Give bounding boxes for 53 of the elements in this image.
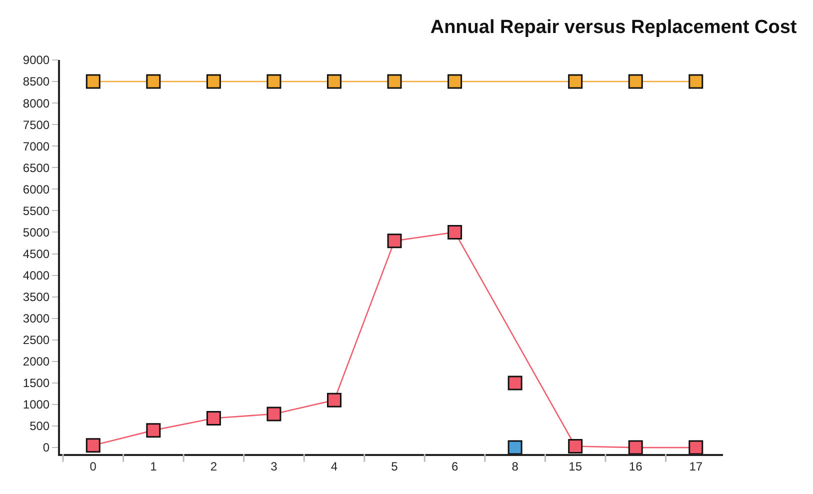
point — [628, 440, 643, 455]
point — [146, 74, 161, 89]
point — [326, 74, 342, 89]
x-tick-label: 15 — [568, 459, 582, 474]
x-tick-label: 4 — [330, 459, 338, 474]
y-tick-label: 6000 — [22, 182, 50, 196]
point — [688, 440, 704, 455]
point — [266, 74, 282, 89]
x-tick-label: 2 — [210, 459, 218, 474]
y-tick-label: 2000 — [22, 354, 50, 369]
x-tick-label: 5 — [391, 459, 398, 474]
point — [568, 74, 583, 89]
point — [688, 74, 704, 89]
y-tick-label: 7500 — [22, 118, 50, 132]
y-tick-label: 2500 — [22, 333, 50, 348]
point — [508, 440, 522, 455]
y-tick-label: 4500 — [22, 246, 50, 261]
x-tick-label: 0 — [90, 459, 97, 474]
y-tick-label: 9000 — [22, 53, 50, 68]
y-tick-label: 8500 — [22, 74, 50, 89]
x-tick-label: 17 — [689, 459, 703, 474]
y-tick-label: 6500 — [22, 160, 50, 175]
x-tick-label: 8 — [512, 459, 519, 474]
y-tick-label: 5000 — [22, 225, 50, 240]
y-tick-label: 3500 — [22, 290, 50, 304]
point — [387, 234, 402, 248]
point — [206, 74, 221, 89]
point — [628, 74, 643, 89]
y-tick-label: 0 — [42, 440, 50, 455]
y-tick-label: 4000 — [22, 268, 50, 282]
x-tick-label: 16 — [628, 459, 643, 474]
x-tick-label: 1 — [150, 459, 158, 474]
point — [206, 411, 221, 426]
point — [387, 74, 402, 89]
point — [448, 74, 462, 89]
y-tick-label: 1000 — [22, 398, 50, 412]
point — [86, 74, 100, 89]
x-tick-label: 3 — [270, 459, 278, 474]
point — [448, 224, 462, 240]
y-tick-label: 3000 — [22, 312, 50, 326]
y-tick-label: 1500 — [22, 376, 50, 390]
point — [146, 423, 161, 438]
point — [508, 376, 522, 390]
y-tick-label: 8000 — [22, 96, 50, 110]
point — [326, 392, 342, 408]
point — [86, 438, 100, 453]
point — [266, 406, 282, 422]
x-tick-label: 6 — [451, 459, 458, 474]
chart-title: Annual Repair versus Replacement Cost — [430, 17, 798, 38]
y-tick-label: 5500 — [22, 204, 50, 218]
y-tick-label: 7000 — [22, 139, 50, 154]
y-tick-label: 500 — [30, 419, 50, 434]
point — [568, 439, 583, 454]
